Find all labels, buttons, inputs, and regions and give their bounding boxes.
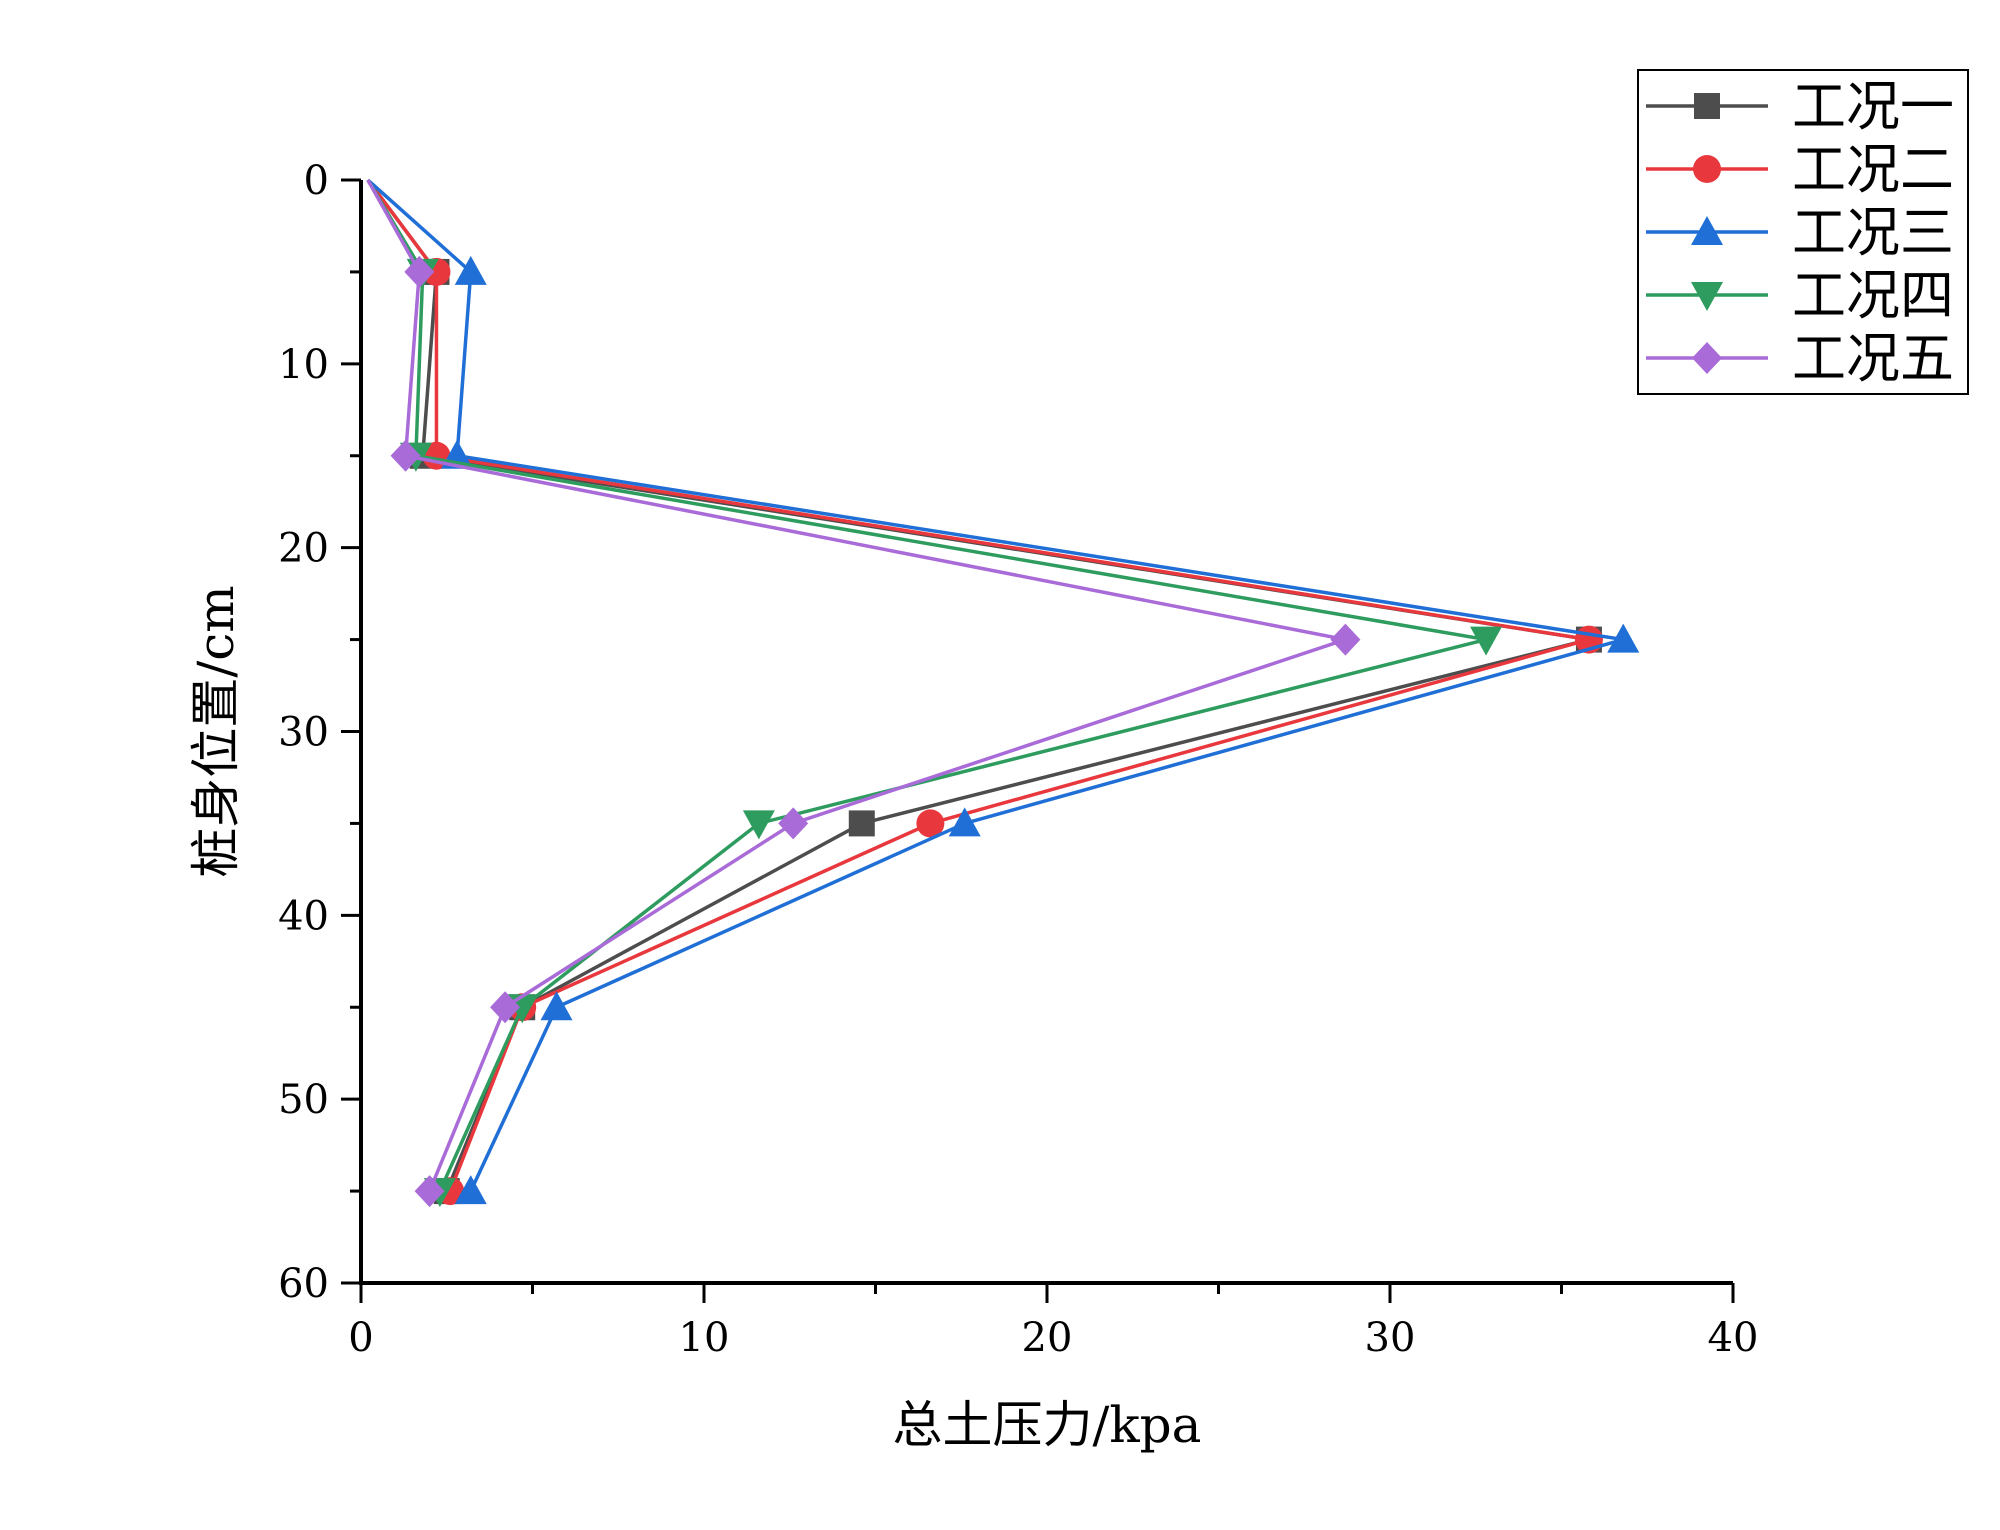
axes: 0 10 20 30 40 50 60 0 10 20 30 40 <box>278 158 1758 1361</box>
legend-marker <box>1694 93 1720 119</box>
legend-item: 工况五 <box>1646 327 1954 390</box>
series-3 <box>366 178 1640 1205</box>
legend-item: 工况一 <box>1646 75 1954 138</box>
ticks: 0 10 20 30 40 50 60 0 10 20 30 40 <box>278 158 1758 1361</box>
series-line <box>366 179 1348 1192</box>
x-tick-label: 0 <box>348 1315 373 1361</box>
legend-label: 工况三 <box>1792 201 1954 264</box>
data-point <box>490 991 521 1024</box>
legend-item: 工况三 <box>1646 201 1954 264</box>
legend-marker <box>1693 155 1721 183</box>
x-axis-title: 总土压力/kpa <box>893 1396 1202 1454</box>
data-point <box>848 810 875 837</box>
series-line <box>366 178 1591 1192</box>
legend-marker <box>1692 342 1722 374</box>
data-point <box>390 439 421 472</box>
y-tick-label: 10 <box>278 342 329 388</box>
legend-marker <box>1691 282 1723 311</box>
data-point <box>540 991 573 1021</box>
series-5 <box>366 179 1361 1208</box>
legend-item: 工况四 <box>1646 264 1954 327</box>
legend-label: 工况五 <box>1792 327 1954 390</box>
y-tick-label: 60 <box>278 1261 329 1307</box>
data-point <box>414 1175 445 1208</box>
y-tick-label: 40 <box>278 893 329 939</box>
legend-item: 工况二 <box>1646 138 1954 201</box>
data-point <box>1330 623 1361 656</box>
y-tick-label: 50 <box>278 1077 329 1123</box>
legend-marker <box>1691 216 1723 245</box>
x-tick-label: 10 <box>679 1315 730 1361</box>
data-point <box>742 810 775 840</box>
legend-label: 工况四 <box>1792 264 1954 327</box>
x-tick-label: 20 <box>1022 1315 1073 1361</box>
data-point <box>948 807 981 837</box>
legend-label: 工况二 <box>1792 138 1954 201</box>
series-1 <box>366 178 1602 1205</box>
data-point <box>916 809 945 838</box>
data-point <box>404 255 435 288</box>
series-line <box>366 179 1488 1192</box>
series-2 <box>366 178 1603 1206</box>
data-point <box>1470 626 1503 656</box>
y-tick-label: 20 <box>278 526 329 572</box>
legend-label: 工况一 <box>1792 75 1954 138</box>
x-tick-label: 30 <box>1365 1315 1416 1361</box>
y-tick-label: 0 <box>304 158 329 204</box>
x-tick-label: 40 <box>1708 1315 1759 1361</box>
series-4 <box>366 179 1503 1208</box>
series-layer <box>366 178 1640 1208</box>
y-tick-label: 30 <box>278 710 329 756</box>
data-point <box>778 807 809 840</box>
y-axis-title: 桩身位置/cm <box>187 585 245 877</box>
data-point <box>454 255 487 285</box>
series-line <box>366 178 1625 1192</box>
data-point <box>454 1175 487 1205</box>
data-point <box>1607 623 1640 653</box>
